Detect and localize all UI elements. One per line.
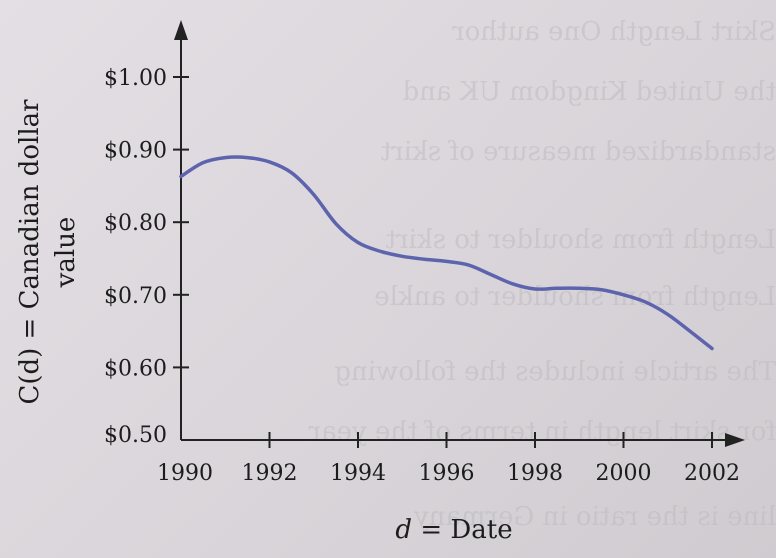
y-ticks: $0.50 $0.60 $0.70 $0.80 $0.90 $1.00 bbox=[104, 66, 189, 448]
x-ticks: 1990 1992 1994 1996 1998 2000 2002 bbox=[157, 432, 740, 486]
x-axis-arrow bbox=[725, 433, 745, 447]
axes bbox=[174, 20, 745, 447]
x-tick-label: 1998 bbox=[507, 461, 563, 486]
x-tick-label: 1992 bbox=[242, 461, 298, 486]
y-tick-label: $0.90 bbox=[104, 139, 167, 164]
y-tick-label: $0.80 bbox=[104, 211, 167, 236]
show-through-text: Skirt Length One author the United Kingd… bbox=[308, 17, 776, 532]
x-tick-label: 2002 bbox=[684, 461, 740, 486]
y-tick-label: $0.60 bbox=[104, 356, 167, 381]
y-tick-label: $1.00 bbox=[104, 66, 167, 91]
svg-text:Skirt Length One author: Skirt Length One author bbox=[452, 17, 776, 47]
x-tick-label: 2000 bbox=[596, 461, 652, 486]
svg-text:The article includes the follo: The article includes the following bbox=[334, 357, 776, 387]
x-tick-label: 1990 bbox=[157, 461, 213, 486]
y-tick-label: $0.70 bbox=[104, 284, 167, 309]
svg-text:standardized measure of skirt: standardized measure of skirt bbox=[380, 137, 776, 167]
x-tick-label: 1996 bbox=[419, 461, 475, 486]
svg-text:the United Kingdom UK and: the United Kingdom UK and bbox=[403, 77, 776, 107]
series-layer bbox=[179, 155, 714, 351]
x-axis-title: d = Date bbox=[395, 515, 512, 545]
series-line bbox=[179, 155, 714, 351]
svg-text:Length from shoulder to skirt: Length from shoulder to skirt bbox=[385, 225, 776, 255]
y-axis-title-line2: value bbox=[51, 217, 81, 289]
x-tick-label: 1994 bbox=[330, 461, 386, 486]
svg-text:for skirt length in terms of t: for skirt length in terms of the year bbox=[308, 417, 776, 447]
y-axis-title-line1: C(d) = Canadian dollar bbox=[15, 99, 45, 405]
y-axis-arrow bbox=[174, 20, 188, 40]
svg-text:line is the ratio in Germany: line is the ratio in Germany bbox=[414, 502, 776, 532]
y-tick-label: $0.50 bbox=[104, 423, 167, 448]
y-axis-title-group: C(d) = Canadian dollar value bbox=[15, 99, 81, 405]
